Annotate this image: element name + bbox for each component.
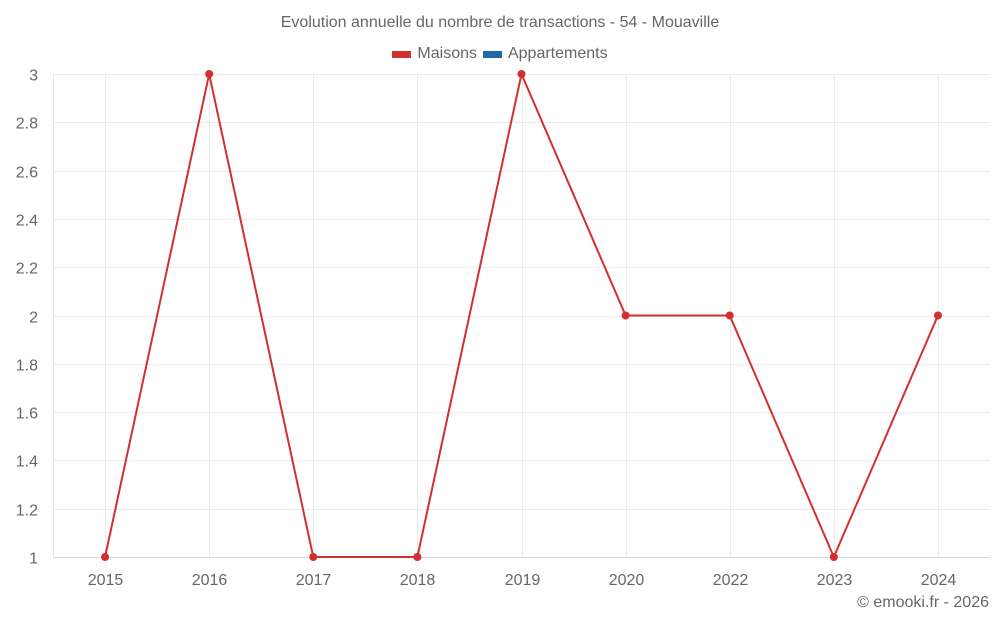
- x-tick-label: 2020: [609, 572, 645, 589]
- y-tick-label: 1: [29, 551, 38, 568]
- legend-item-maisons[interactable]: Maisons: [392, 45, 477, 63]
- y-tick-label: 1.6: [16, 406, 38, 423]
- x-tick-label: 2023: [817, 572, 853, 589]
- y-tick-label: 2: [29, 310, 38, 327]
- x-tick-label: 2016: [192, 572, 228, 589]
- x-axis-ticks: 2015 2016 2017 2018 2019 2020 2022 2023 2024: [88, 572, 957, 589]
- chart-legend: Maisons Appartements: [0, 45, 1000, 63]
- data-point[interactable]: [621, 311, 630, 320]
- y-tick-label: 2.2: [16, 261, 38, 278]
- y-axis-ticks: 1 1.2 1.4 1.6 1.8 2 2.2 2.4 2.6 2.8 3: [16, 68, 38, 568]
- data-point[interactable]: [101, 553, 110, 561]
- data-point[interactable]: [933, 311, 942, 320]
- y-tick-label: 2.4: [16, 213, 38, 230]
- series-maisons: [101, 70, 942, 561]
- x-tick-label: 2017: [296, 572, 332, 589]
- y-tick-label: 1.8: [16, 358, 38, 375]
- legend-swatch-appartements: [482, 50, 502, 58]
- legend-item-appartements[interactable]: Appartements: [482, 45, 608, 63]
- x-tick-label: 2018: [400, 572, 436, 589]
- data-point[interactable]: [309, 553, 318, 561]
- y-tick-label: 1.2: [16, 503, 38, 520]
- data-point[interactable]: [829, 553, 838, 561]
- data-point[interactable]: [205, 70, 214, 78]
- y-tick-label: 2.8: [16, 116, 38, 133]
- copyright-credit: © emooki.fr - 2026: [857, 594, 989, 611]
- data-point[interactable]: [725, 311, 734, 320]
- chart-title: Evolution annuelle du nombre de transact…: [280, 14, 720, 31]
- y-tick-label: 3: [29, 68, 38, 85]
- data-point[interactable]: [517, 70, 526, 78]
- legend-swatch-maisons: [392, 50, 412, 58]
- data-point[interactable]: [413, 553, 422, 561]
- gridlines: [53, 74, 990, 558]
- y-tick-label: 2.6: [16, 165, 38, 182]
- legend-label-maisons: Maisons: [417, 45, 477, 62]
- x-tick-label: 2022: [713, 572, 749, 589]
- x-tick-label: 2019: [505, 572, 541, 589]
- x-tick-label: 2015: [88, 572, 124, 589]
- y-tick-label: 1.4: [16, 454, 38, 471]
- x-tick-label: 2024: [921, 572, 957, 589]
- legend-label-appartements: Appartements: [507, 45, 608, 62]
